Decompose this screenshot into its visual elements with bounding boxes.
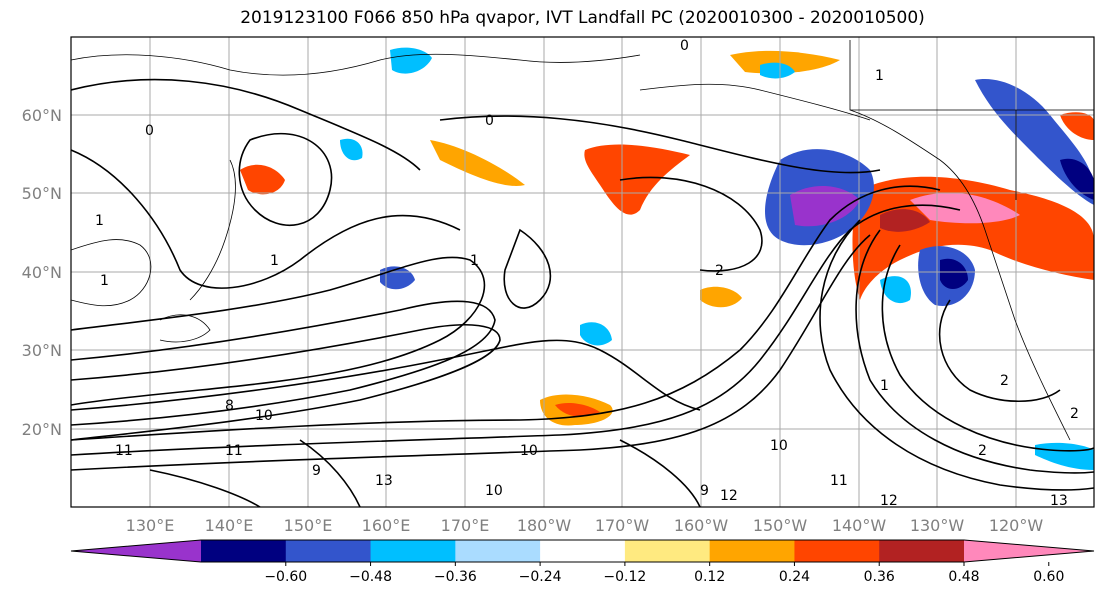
colorbar-segment <box>71 540 201 562</box>
lat-label: 40°N <box>22 263 62 282</box>
map-frame <box>70 36 1095 508</box>
contour-label: 2 <box>1070 406 1079 422</box>
colorbar-tick-label: 0.36 <box>864 569 895 585</box>
contour-label: 9 <box>312 463 321 479</box>
colorbar: −0.60 −0.48 −0.36 −0.24 −0.12 0.12 0.24 0.36 0.4… <box>70 539 1095 585</box>
contour-label: 1 <box>95 213 104 229</box>
colorbar-segment <box>624 540 711 562</box>
lon-label: 130°W <box>910 516 965 535</box>
colorbar-segment <box>709 540 795 562</box>
contour-label: 1 <box>875 68 884 84</box>
contour-label: 10 <box>255 408 273 424</box>
colorbar-segment <box>201 540 287 562</box>
colorbar-segment <box>540 540 626 562</box>
contour-label: 13 <box>375 473 393 489</box>
colorbar-outline <box>70 539 1095 563</box>
colorbar-segment <box>964 540 1094 562</box>
colorbar-tick-label: −0.60 <box>264 569 307 585</box>
lon-label: 180°W <box>517 516 572 535</box>
colorbar-tick-label: −0.36 <box>434 569 477 585</box>
lon-label: 170°E <box>441 516 490 535</box>
lat-label: 30°N <box>22 341 62 360</box>
colorbar-segment <box>879 540 965 562</box>
contour-label: 12 <box>720 488 738 504</box>
colorbar-segment <box>455 540 541 562</box>
contour-labels: 0 0 0 1 1 1 1 1 1 2 2 2 2 8 9 9 10 10 10… <box>95 38 1079 509</box>
contour-label: 9 <box>700 483 709 499</box>
longitude-labels: 130°E 140°E 150°E 160°E 170°E 180°W 170°… <box>126 516 1044 535</box>
colorbar-tick-label: 0.24 <box>779 569 810 585</box>
contour-label: 1 <box>100 273 109 289</box>
map-panel: 0 0 0 1 1 1 1 1 1 2 2 2 2 8 9 9 10 10 10… <box>70 36 1095 509</box>
colorbar-tick-label: −0.48 <box>349 569 392 585</box>
lon-label: 160°W <box>674 516 729 535</box>
contour-label: 12 <box>880 493 898 509</box>
contour-label: 10 <box>770 438 788 454</box>
contour-label: 2 <box>715 263 724 279</box>
contour-label: 1 <box>880 378 889 394</box>
contour-label: 10 <box>520 443 538 459</box>
lat-label: 60°N <box>22 106 62 125</box>
lon-label: 150°W <box>753 516 808 535</box>
contour-label: 11 <box>830 473 848 489</box>
coastlines <box>71 40 1094 441</box>
figure-title: 2019123100 F066 850 hPa qvapor, IVT Land… <box>240 8 925 28</box>
lon-label: 140°E <box>205 516 254 535</box>
lat-label: 50°N <box>22 184 62 203</box>
lon-label: 170°W <box>595 516 650 535</box>
colorbar-segment <box>285 540 372 562</box>
lon-label: 160°E <box>362 516 411 535</box>
lon-label: 120°W <box>989 516 1044 535</box>
colorbar-tick-label: 0.48 <box>948 569 979 585</box>
lon-label: 150°E <box>284 516 333 535</box>
colorbar-segment <box>794 540 880 562</box>
colorbar-tick-label: 0.60 <box>1033 569 1064 585</box>
contour-label: 8 <box>225 398 234 414</box>
contour-label: 11 <box>115 443 133 459</box>
colorbar-segment <box>370 540 456 562</box>
contour-label: 0 <box>145 123 154 139</box>
lat-label: 20°N <box>22 420 62 439</box>
contour-label: 1 <box>470 253 479 269</box>
contour-label: 0 <box>485 113 494 129</box>
contour-label: 11 <box>225 443 243 459</box>
contour-label: 0 <box>680 38 689 54</box>
colorbar-tick-label: −0.24 <box>519 569 562 585</box>
latitude-labels: 60°N 50°N 40°N 30°N 20°N <box>22 106 62 439</box>
contour-label: 1 <box>270 253 279 269</box>
ivt-contours <box>71 78 1094 507</box>
contour-label: 2 <box>1000 373 1009 389</box>
contour-label: 10 <box>485 483 503 499</box>
lon-label: 130°E <box>126 516 175 535</box>
colorbar-tick-label: −0.12 <box>603 569 646 585</box>
lon-label: 140°W <box>832 516 887 535</box>
contour-label: 2 <box>978 443 987 459</box>
map-shading <box>240 47 1094 470</box>
colorbar-tick-label: 0.12 <box>694 569 725 585</box>
contour-label: 13 <box>1050 493 1068 509</box>
